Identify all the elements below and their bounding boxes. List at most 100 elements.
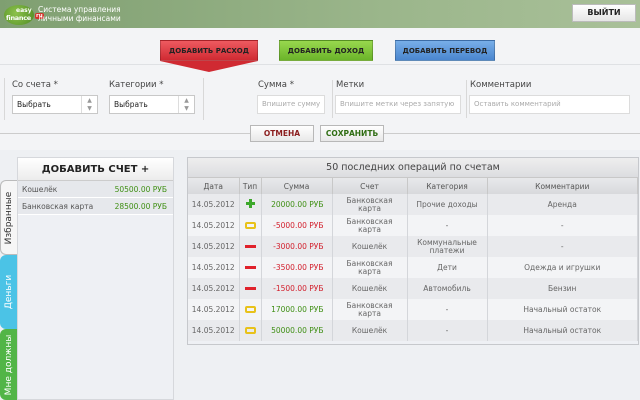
cell-type xyxy=(239,236,262,257)
cell-amount: -5000.00 РУБ xyxy=(261,215,333,236)
form-divider xyxy=(466,80,467,118)
cell-category: Дети xyxy=(407,257,488,278)
from-account-select[interactable]: Выбрать ▲ ▼ xyxy=(12,95,98,114)
cell-comment: - xyxy=(487,236,638,257)
cell-category: Автомобиль xyxy=(407,278,488,299)
cell-amount: 20000.00 РУБ xyxy=(261,194,333,215)
cell-amount: -3000.00 РУБ xyxy=(261,236,333,257)
easyfinance-logo[interactable]: easy finance ru xyxy=(4,5,44,25)
cell-date: 14.05.2012 xyxy=(188,320,240,341)
amount-input[interactable]: Впишите сумму xyxy=(257,95,325,114)
cancel-button[interactable]: ОТМЕНА xyxy=(250,125,314,142)
form-divider xyxy=(203,78,204,120)
save-button[interactable]: СОХРАНИТЬ xyxy=(320,125,384,142)
column-header-account[interactable]: Счет xyxy=(332,178,408,194)
side-tab-label: Избранные xyxy=(4,191,14,244)
amount-label: Сумма * xyxy=(258,80,294,90)
category-select[interactable]: Выбрать ▲ ▼ xyxy=(109,95,195,114)
expense-minus-icon xyxy=(244,287,256,290)
select-arrows-icon: ▲ ▼ xyxy=(81,96,97,113)
cell-comment: - xyxy=(487,215,638,236)
cell-date: 14.05.2012 xyxy=(188,194,240,215)
cell-category: - xyxy=(407,215,488,236)
cell-type xyxy=(239,215,262,236)
table-row[interactable]: 14.05.2012 -3000.00 РУБ Кошелёк Коммунал… xyxy=(188,236,638,257)
account-balance: 28500.00 РУБ xyxy=(114,202,167,211)
side-tab-favorites[interactable]: Избранные xyxy=(0,180,17,255)
comment-input[interactable]: Оставить комментарий xyxy=(469,95,630,114)
cell-account: Кошелёк xyxy=(332,236,408,257)
logout-button[interactable]: ВЫЙТИ xyxy=(572,4,636,22)
column-header-amount[interactable]: Сумма xyxy=(261,178,333,194)
cell-account: Кошелёк xyxy=(332,320,408,341)
buttons-divider-left xyxy=(0,133,250,134)
column-header-comment[interactable]: Комментарии xyxy=(487,178,638,194)
table-row[interactable]: 14.05.2012 50000.00 РУБ Кошелёк - Началь… xyxy=(188,320,638,341)
operations-title: 50 последних операций по счетам xyxy=(188,158,638,178)
app-header: easy finance ru Система управления личны… xyxy=(0,0,640,28)
tab-add-expense[interactable]: ДОБАВИТЬ РАСХОД xyxy=(160,40,258,61)
cell-comment: Одежда и игрушки xyxy=(487,257,638,278)
category-label: Категории * xyxy=(109,80,164,90)
cell-account: Банковская карта xyxy=(332,257,408,278)
add-account-button[interactable]: ДОБАВИТЬ СЧЕТ + xyxy=(18,158,173,181)
side-tab-label: Мне должны xyxy=(3,334,14,395)
cell-date: 14.05.2012 xyxy=(188,278,240,299)
operations-panel: 50 последних операций по счетам Дата Тип… xyxy=(187,157,639,345)
tab-add-transfer[interactable]: ДОБАВИТЬ ПЕРЕВОД xyxy=(395,40,495,61)
cell-comment: Начальный остаток xyxy=(487,299,638,320)
table-row[interactable]: 14.05.2012 -3500.00 РУБ Банковская карта… xyxy=(188,257,638,278)
table-row[interactable]: 14.05.2012 20000.00 РУБ Банковская карта… xyxy=(188,194,638,215)
side-tab-money[interactable]: Деньги xyxy=(0,255,17,329)
cell-category: - xyxy=(407,320,488,341)
logo-easy-text: easy xyxy=(16,7,32,14)
column-header-category[interactable]: Категория xyxy=(407,178,488,194)
cell-account: Банковская карта xyxy=(332,215,408,236)
app-title: Система управления личными финансами xyxy=(38,5,121,23)
cell-category: Коммунальные платежи xyxy=(407,236,488,257)
transfer-icon xyxy=(244,327,256,334)
table-row[interactable]: 14.05.2012 -1500.00 РУБ Кошелёк Автомоби… xyxy=(188,278,638,299)
cell-amount: -3500.00 РУБ xyxy=(261,257,333,278)
cell-date: 14.05.2012 xyxy=(188,215,240,236)
account-name: Банковская карта xyxy=(22,202,94,211)
operations-table: Дата Тип Сумма Счет Категория Комментари… xyxy=(188,178,638,341)
transfer-icon xyxy=(244,222,256,229)
logo-ru-badge: ru xyxy=(35,13,44,19)
column-header-date[interactable]: Дата xyxy=(188,178,240,194)
account-balance: 50500.00 РУБ xyxy=(114,185,167,194)
select-arrows-icon: ▲ ▼ xyxy=(178,96,194,113)
expense-minus-icon xyxy=(244,266,256,269)
comment-label: Комментарии xyxy=(470,80,532,90)
cell-comment: Аренда xyxy=(487,194,638,215)
tags-label: Метки xyxy=(336,80,365,90)
active-tab-arrow xyxy=(160,61,258,72)
logo-main-text: finance xyxy=(6,14,31,22)
transfer-icon xyxy=(244,306,256,313)
cell-category: Прочие доходы xyxy=(407,194,488,215)
account-row[interactable]: Банковская карта 28500.00 РУБ xyxy=(18,198,173,215)
cell-amount: 17000.00 РУБ xyxy=(261,299,333,320)
tab-add-income[interactable]: ДОБАВИТЬ ДОХОД xyxy=(279,40,373,61)
buttons-divider-right xyxy=(384,133,640,134)
from-account-label: Со счета * xyxy=(12,80,58,90)
form-divider xyxy=(332,80,333,118)
cell-date: 14.05.2012 xyxy=(188,257,240,278)
cell-amount: -1500.00 РУБ xyxy=(261,278,333,299)
cell-amount: 50000.00 РУБ xyxy=(261,320,333,341)
cell-account: Банковская карта xyxy=(332,194,408,215)
account-row[interactable]: Кошелёк 50500.00 РУБ xyxy=(18,181,173,198)
table-row[interactable]: 14.05.2012 17000.00 РУБ Банковская карта… xyxy=(188,299,638,320)
cell-account: Банковская карта xyxy=(332,299,408,320)
column-header-type[interactable]: Тип xyxy=(239,178,262,194)
side-tab-owed-to-me[interactable]: Мне должны xyxy=(0,329,17,400)
table-row[interactable]: 14.05.2012 -5000.00 РУБ Банковская карта… xyxy=(188,215,638,236)
cell-comment: Начальный остаток xyxy=(487,320,638,341)
cell-date: 14.05.2012 xyxy=(188,236,240,257)
cell-type xyxy=(239,320,262,341)
cell-account: Кошелёк xyxy=(332,278,408,299)
tags-input[interactable]: Впишите метки через запятую xyxy=(335,95,461,114)
accounts-panel: ДОБАВИТЬ СЧЕТ + Кошелёк 50500.00 РУБ Бан… xyxy=(17,157,174,400)
from-account-value: Выбрать xyxy=(17,100,51,109)
table-header-row: Дата Тип Сумма Счет Категория Комментари… xyxy=(188,178,638,194)
